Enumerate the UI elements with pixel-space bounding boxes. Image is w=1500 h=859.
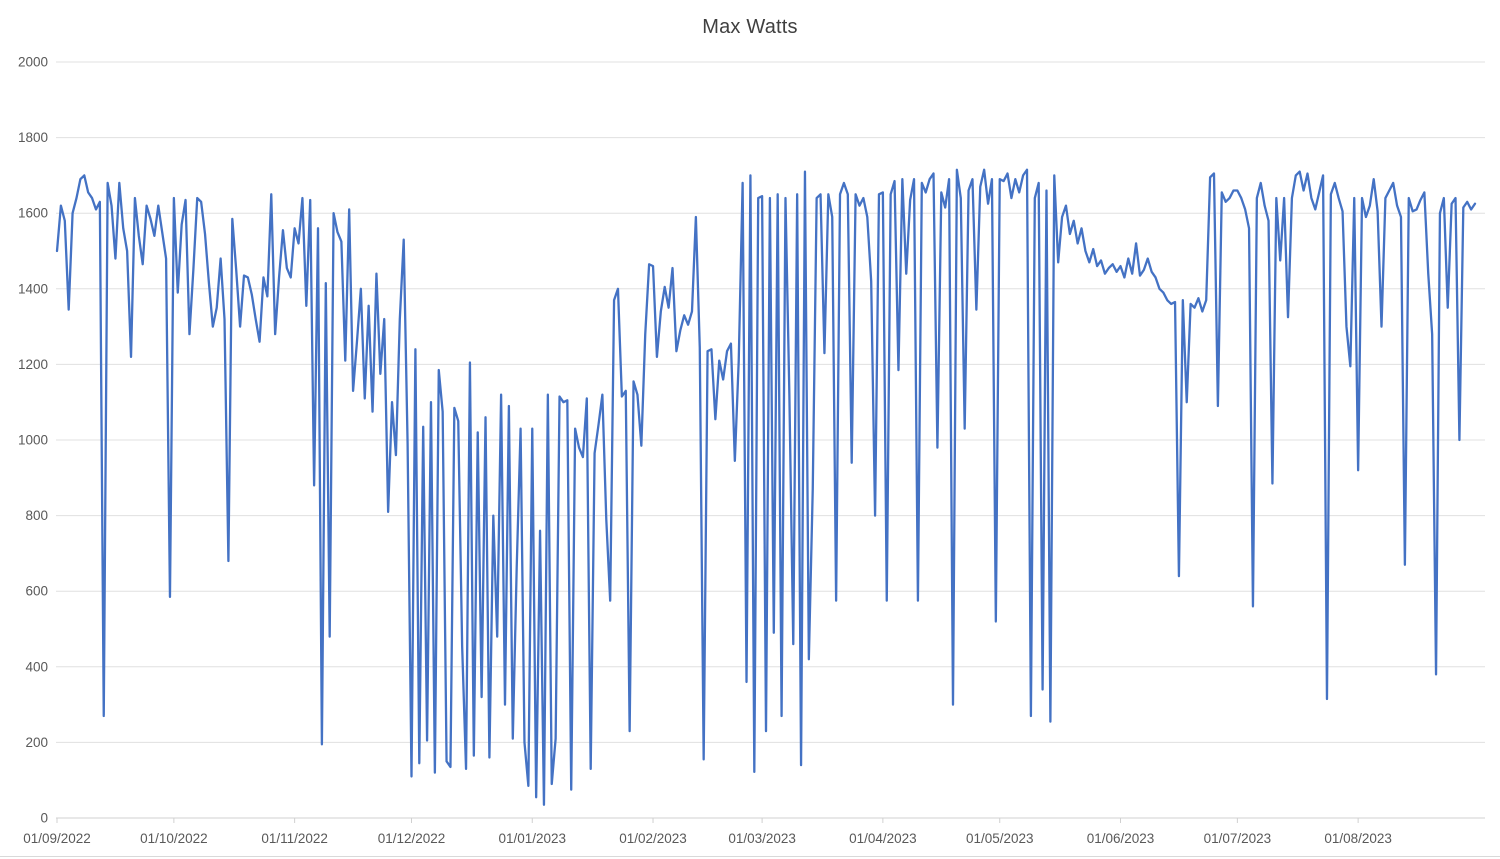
x-axis-tick-label: 01/06/2023 [1087, 831, 1155, 846]
chart-title: Max Watts [702, 16, 798, 38]
y-axis-tick-label: 2000 [18, 55, 48, 70]
y-axis-tick-label: 800 [25, 508, 48, 523]
max-watts-line-series [55, 168, 1477, 806]
x-axis-tick-label: 01/11/2022 [261, 831, 328, 846]
x-axis-tick-label: 01/10/2022 [140, 831, 208, 846]
x-axis-tick-label: 01/03/2023 [728, 831, 796, 846]
x-axis-tick-label: 01/04/2023 [849, 831, 917, 846]
y-axis-tick-label: 1800 [18, 130, 48, 145]
y-axis-tick-label: 600 [25, 584, 48, 599]
chart-bottom-border [0, 856, 1500, 857]
x-axis-tick-label: 01/07/2023 [1204, 831, 1272, 846]
y-axis-tick-label: 0 [40, 811, 48, 826]
y-axis-tick-label: 1400 [18, 281, 48, 296]
y-axis-tick-label: 200 [25, 735, 48, 750]
y-axis-tick-label: 1200 [18, 357, 48, 372]
x-axis-tick-label: 01/02/2023 [619, 831, 687, 846]
y-axis-tick-label: 1000 [18, 433, 48, 448]
x-axis-tick-label: 01/08/2023 [1324, 831, 1392, 846]
x-axis-tick-label: 01/05/2023 [966, 831, 1034, 846]
y-axis-tick-label: 400 [25, 659, 48, 674]
x-axis-tick-label: 01/12/2022 [378, 831, 446, 846]
x-axis-tick-label: 01/01/2023 [498, 831, 566, 846]
y-axis-tick-label: 1600 [18, 206, 48, 221]
x-axis-tick-label: 01/09/2022 [23, 831, 91, 846]
